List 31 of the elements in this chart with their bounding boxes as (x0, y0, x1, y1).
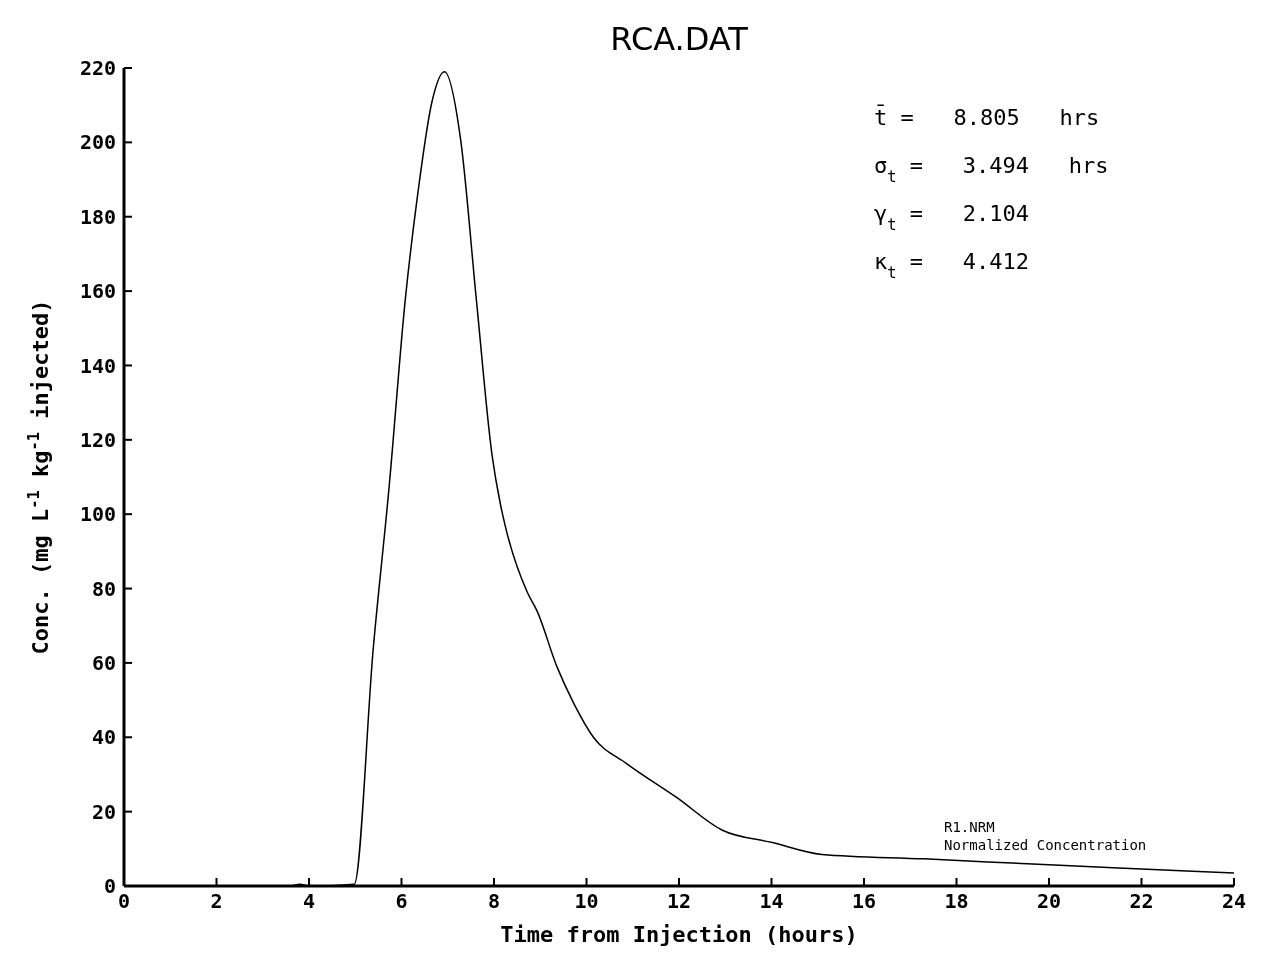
annotation: σ$_{t}$ = 3.494 hrs (874, 153, 1109, 186)
y-tick-label: 20 (91, 799, 116, 824)
y-tick-label: 120 (79, 427, 116, 452)
annotation: γ$_{t}$ = 2.104 (874, 201, 1029, 234)
x-tick-label: 14 (759, 889, 784, 914)
x-tick-label: 18 (944, 889, 969, 914)
y-tick-label: 100 (79, 502, 116, 527)
x-tick-label: 4 (302, 889, 316, 914)
y-tick-label: 160 (79, 279, 116, 304)
x-tick-label: 24 (1221, 889, 1247, 914)
annotation: t̄ = 8.805 hrs (874, 104, 1100, 130)
y-tick-label: 60 (91, 651, 116, 676)
annotation: κ$_{t}$ = 4.412 (874, 249, 1029, 282)
y-tick-label: 80 (91, 576, 116, 601)
x-tick-label: 10 (574, 889, 599, 914)
x-tick-label: 8 (487, 889, 501, 914)
y-tick-label: 180 (79, 204, 116, 229)
x-axis-title: Time from Injection (hours) (500, 922, 858, 947)
x-tick-label: 12 (666, 889, 692, 914)
x-tick-label: 20 (1036, 889, 1062, 914)
y-tick-label: 220 (79, 56, 116, 81)
x-tick-label: 16 (851, 889, 877, 914)
y-tick-label: 40 (91, 725, 116, 750)
annotation: Normalized Concentration (944, 837, 1147, 853)
annotation: R1.NRM (944, 819, 995, 835)
x-tick-label: 22 (1129, 889, 1154, 914)
y-tick-label: 200 (79, 130, 116, 155)
x-tick-label: 2 (210, 889, 223, 914)
x-tick-label: 6 (395, 889, 408, 914)
chart-title: RCA.DAT (610, 20, 749, 58)
y-tick-label: 140 (79, 353, 116, 378)
